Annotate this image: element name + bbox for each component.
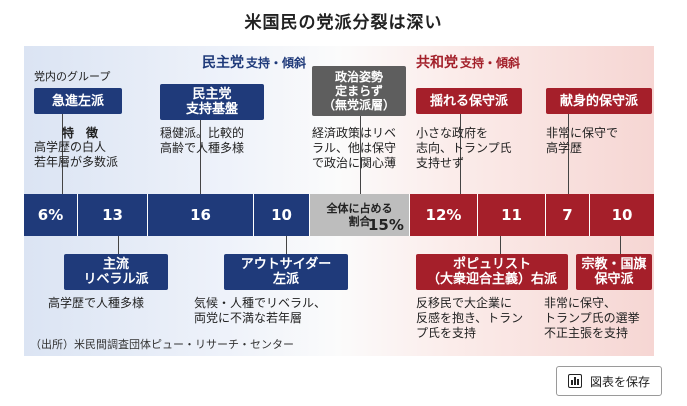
chart-panel: 民主党 支持・傾斜 共和党 支持・傾斜 党内のグループ 急進左派 民主党 支持基盤 … bbox=[24, 46, 654, 356]
group-header: 党内のグループ bbox=[34, 70, 111, 83]
connector-line bbox=[286, 236, 287, 254]
connector-line bbox=[62, 112, 63, 194]
bar-segment-neutral: 全体に占める 割合 bbox=[310, 194, 410, 236]
neutral-caption: 全体に占める 割合 bbox=[326, 202, 393, 228]
save-figure-button[interactable]: 図表を保存 bbox=[556, 366, 662, 396]
bar-segment-shuryu: 13 bbox=[78, 194, 148, 236]
bar-segment-yureru: 12% bbox=[410, 194, 478, 236]
group-label-yureru: 揺れる保守派 bbox=[416, 88, 522, 114]
group-desc-kyushin: 高学歴の白人 若年層が多数派 bbox=[34, 140, 119, 169]
group-desc-kenshin: 非常に保守で 高学歴 bbox=[546, 126, 619, 155]
group-label-outsider: アウトサイダー 左派 bbox=[224, 254, 348, 290]
party-sub-rep: 支持・傾斜 bbox=[460, 56, 521, 70]
bar-segment-shukyo: 10 bbox=[590, 194, 654, 236]
party-header-rep: 共和党 支持・傾斜 bbox=[416, 52, 520, 72]
save-figure-label: 図表を保存 bbox=[589, 374, 650, 389]
connector-line bbox=[620, 236, 621, 254]
bar-segment-outsider: 10 bbox=[254, 194, 310, 236]
group-label-kenshin: 献身的保守派 bbox=[546, 88, 652, 114]
group-desc-kiban: 穏健派。比較的 高齢で人種多様 bbox=[160, 126, 245, 155]
connector-line bbox=[200, 112, 201, 194]
group-label-populist: ポピュリスト （大衆迎合主義）右派 bbox=[416, 254, 568, 290]
party-name-rep: 共和党 bbox=[416, 55, 458, 71]
group-desc-yureru: 小さな政府を 志向、トランプ氏 支持せず bbox=[416, 126, 512, 170]
group-desc-outsider: 気候・人種でリベラル、 両党に不満な若年層 bbox=[194, 296, 327, 325]
connector-line bbox=[360, 112, 361, 194]
group-desc-populist: 反移民で大企業に 反感を抱き、トラン プ氏を支持 bbox=[416, 296, 524, 340]
group-desc-undecided: 経済政策はリベ ラル、他は保守 で政治に関心薄 bbox=[312, 126, 397, 170]
bar-segment-kyushin: 6% bbox=[24, 194, 78, 236]
bar-segment-populist: 11 bbox=[478, 194, 546, 236]
bar-segment-kiban: 16 bbox=[148, 194, 254, 236]
party-sub-dem: 支持・傾斜 bbox=[246, 56, 307, 70]
source-note: （出所）米民間調査団体ピュー・リサーチ・センター bbox=[30, 338, 294, 351]
connector-line bbox=[460, 112, 461, 194]
chart-icon bbox=[567, 374, 582, 388]
neutral-value: 15% bbox=[368, 216, 404, 234]
connector-line bbox=[500, 236, 501, 254]
group-label-kyushin: 急進左派 bbox=[34, 88, 122, 114]
group-desc-shukyo: 非常に保守、 トランプ氏の選挙 不正主張を支持 bbox=[544, 296, 640, 340]
group-label-kiban: 民主党 支持基盤 bbox=[160, 84, 264, 120]
page-title: 米国民の党派分裂は深い bbox=[244, 13, 443, 33]
party-name-dem: 民主党 bbox=[202, 55, 244, 71]
connector-line bbox=[118, 236, 119, 254]
group-desc-shuryu: 高学歴で人種多様 bbox=[48, 296, 145, 310]
group-label-undecided: 政治姿勢 定まらず （無党派層） bbox=[312, 66, 406, 116]
bar-segment-kenshin: 7 bbox=[546, 194, 590, 236]
tokucho-label: 特 徴 bbox=[62, 126, 99, 140]
party-header-dem: 民主党 支持・傾斜 bbox=[202, 52, 306, 72]
group-label-shuryu: 主流 リベラル派 bbox=[64, 254, 168, 290]
group-label-shukyo: 宗教・国旗 保守派 bbox=[576, 254, 652, 290]
connector-line bbox=[568, 112, 569, 194]
